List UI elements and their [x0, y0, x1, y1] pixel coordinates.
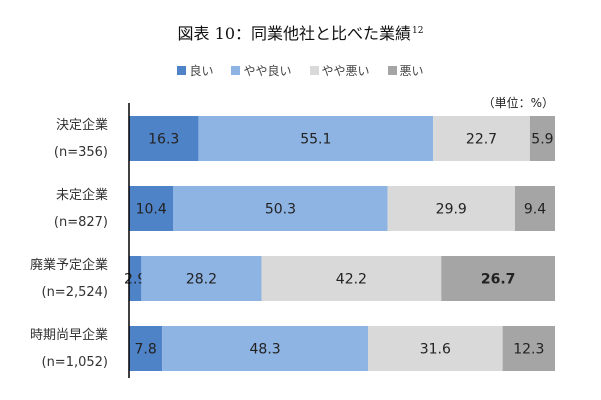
category-label-1: 未定企業 [56, 187, 108, 203]
bar-good-0 [129, 116, 199, 161]
legend-label-bad: 悪い [399, 64, 424, 78]
chart-legend: 良い やや良い やや悪い 悪い [0, 62, 601, 79]
bar-good-3 [129, 326, 163, 371]
data-label-somewhat-bad-2: 42.2 [336, 272, 367, 288]
data-label-good-3: 7.8 [134, 342, 156, 358]
bar-bad-3 [502, 326, 555, 371]
chart-title-wrap: 図表 10：同業他社と比べた業績12 [0, 20, 601, 44]
category-label-0: 決定企業 [56, 117, 108, 133]
legend-swatch-somewhat-bad [309, 66, 319, 75]
legend-label-good: 良い [189, 64, 214, 78]
bar-somewhat-good-0 [198, 116, 434, 161]
bar-somewhat-bad-0 [433, 116, 530, 161]
legend-swatch-somewhat-good [231, 66, 241, 75]
data-label-bad-3: 12.3 [513, 342, 544, 358]
category-n-label-2: (n=2,524) [42, 285, 109, 300]
title-footnote: 12 [412, 26, 424, 36]
chart-title: 図表 10：同業他社と比べた業績 [177, 24, 411, 43]
data-label-somewhat-good-2: 28.2 [186, 272, 217, 288]
category-n-label-3: (n=1,052) [42, 355, 109, 370]
bar-good-1 [129, 186, 174, 231]
category-label-2: 廃業予定企業 [30, 257, 108, 273]
data-label-somewhat-bad-0: 22.7 [466, 132, 497, 148]
legend-item-somewhat-bad: やや悪い [309, 62, 370, 79]
category-n-label-1: (n=827) [54, 215, 108, 230]
category-label-3: 時期尚早企業 [30, 327, 108, 343]
bar-somewhat-bad-2 [261, 256, 442, 301]
bar-bad-2 [441, 256, 555, 301]
bar-somewhat-good-1 [173, 186, 388, 231]
data-label-bad-0: 5.9 [531, 132, 553, 148]
legend-item-good: 良い [177, 62, 213, 79]
data-label-somewhat-good-0: 55.1 [300, 132, 331, 148]
unit-label: （単位：%） [482, 96, 554, 110]
data-label-somewhat-good-3: 48.3 [250, 342, 281, 358]
data-label-good-0: 16.3 [148, 132, 179, 148]
data-label-bad-1: 9.4 [524, 202, 546, 218]
legend-item-bad: 悪い [387, 62, 424, 79]
data-label-bad-2: 26.7 [481, 272, 516, 288]
data-label-somewhat-good-1: 50.3 [265, 202, 296, 218]
bar-good-2 [129, 256, 142, 301]
bar-somewhat-bad-3 [367, 326, 503, 371]
bar-somewhat-good-3 [162, 326, 368, 371]
legend-label-somewhat-bad: やや悪い [321, 64, 370, 78]
legend-label-somewhat-good: やや良い [243, 64, 292, 78]
bar-bad-1 [514, 186, 555, 231]
legend-swatch-good [177, 66, 187, 75]
category-n-label-0: (n=356) [54, 145, 108, 160]
data-label-somewhat-bad-1: 29.9 [436, 202, 467, 218]
bar-somewhat-bad-1 [387, 186, 515, 231]
legend-item-somewhat-good: やや良い [231, 62, 292, 79]
bar-somewhat-good-2 [141, 256, 262, 301]
data-label-somewhat-bad-3: 31.6 [420, 342, 451, 358]
bar-bad-0 [529, 116, 555, 161]
legend-swatch-bad [387, 66, 397, 75]
data-label-good-1: 10.4 [136, 202, 167, 218]
